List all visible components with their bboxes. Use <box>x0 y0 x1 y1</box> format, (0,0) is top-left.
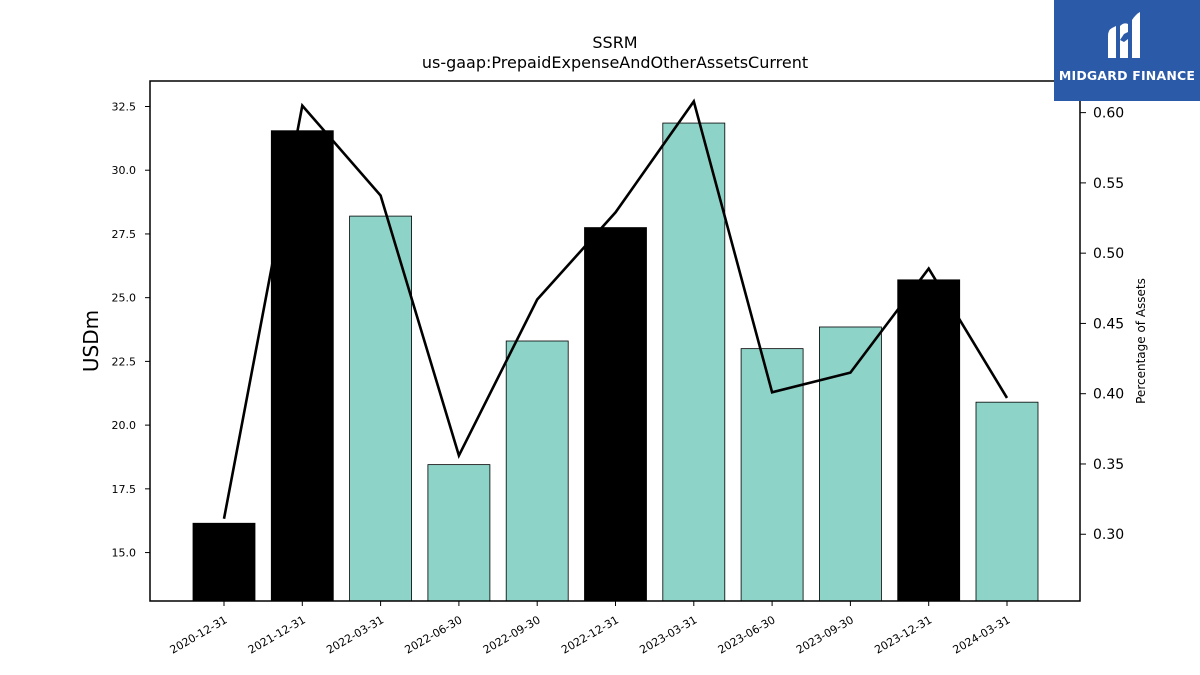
percentage-of-assets-line <box>222 98 1009 520</box>
y-tick-label: 27.5 <box>112 228 137 241</box>
bar-2022-09-30 <box>505 340 569 602</box>
bar-2021-12-31 <box>270 130 334 602</box>
x-tick-label: 2023-12-31 <box>872 613 934 656</box>
x-tick-label: 2022-09-30 <box>481 613 543 656</box>
x-tick-label: 2022-06-30 <box>403 613 465 656</box>
x-tick-label: 2023-06-30 <box>716 613 778 656</box>
bar-2022-12-31 <box>584 227 647 602</box>
x-tick-label: 2024-03-31 <box>951 613 1013 656</box>
bar-2022-03-31 <box>349 215 413 602</box>
y-tick-label: 15.0 <box>112 547 137 560</box>
midgard-finance-logo: MIDGARD FINANCE <box>1054 0 1200 101</box>
y2-axis-ticks: 0.30 0.35 0.40 0.45 0.50 0.55 0.60 <box>1080 106 1124 543</box>
y2-tick-label: 0.30 <box>1093 527 1124 543</box>
y2-tick-label: 0.50 <box>1093 246 1124 262</box>
bars-layer <box>192 122 1039 602</box>
y-tick-label: 17.5 <box>112 483 137 496</box>
y-tick-label: 20.0 <box>112 419 137 432</box>
y2-tick-label: 0.40 <box>1093 387 1124 403</box>
bar-2022-06-30 <box>427 464 491 602</box>
chart-title: SSRM <box>592 33 637 52</box>
bar-2024-03-31 <box>975 401 1039 602</box>
y2-tick-label: 0.60 <box>1093 106 1124 122</box>
bar-2020-12-31 <box>192 522 256 602</box>
logo-mark-icon <box>1108 12 1140 58</box>
line-layer <box>222 98 1009 520</box>
y2-tick-label: 0.55 <box>1093 176 1124 192</box>
y2-axis-label: Percentage of Assets <box>1134 278 1148 404</box>
y2-tick-label: 0.35 <box>1093 457 1124 473</box>
x-tick-label: 2020-12-31 <box>168 613 230 656</box>
chart-subtitle: us-gaap:PrepaidExpenseAndOtherAssetsCurr… <box>422 53 808 72</box>
x-tick-label: 2021-12-31 <box>246 613 308 656</box>
y-tick-label: 30.0 <box>112 164 137 177</box>
x-tick-label: 2022-12-31 <box>559 613 621 656</box>
logo-text: MIDGARD FINANCE <box>1058 68 1196 83</box>
bar-2023-09-30 <box>819 326 882 602</box>
y-tick-label: 32.5 <box>112 100 137 113</box>
y-tick-label: 25.0 <box>112 292 137 305</box>
x-axis-ticks: 2020-12-31 2021-12-31 2022-03-31 2022-06-30… <box>168 601 1013 657</box>
x-tick-label: 2022-03-31 <box>324 613 386 656</box>
y2-tick-label: 0.45 <box>1093 316 1124 332</box>
x-tick-label: 2023-03-31 <box>637 613 699 656</box>
bar-2023-03-31 <box>662 122 726 602</box>
y-tick-label: 22.5 <box>112 355 137 368</box>
x-tick-label: 2023-09-30 <box>794 613 856 656</box>
y-axis-ticks: 15.0 17.5 20.0 22.5 25.0 27.5 30.0 32.5 <box>112 100 150 560</box>
bar-2023-12-31 <box>897 279 961 602</box>
y-axis-label: USDm <box>79 310 103 372</box>
